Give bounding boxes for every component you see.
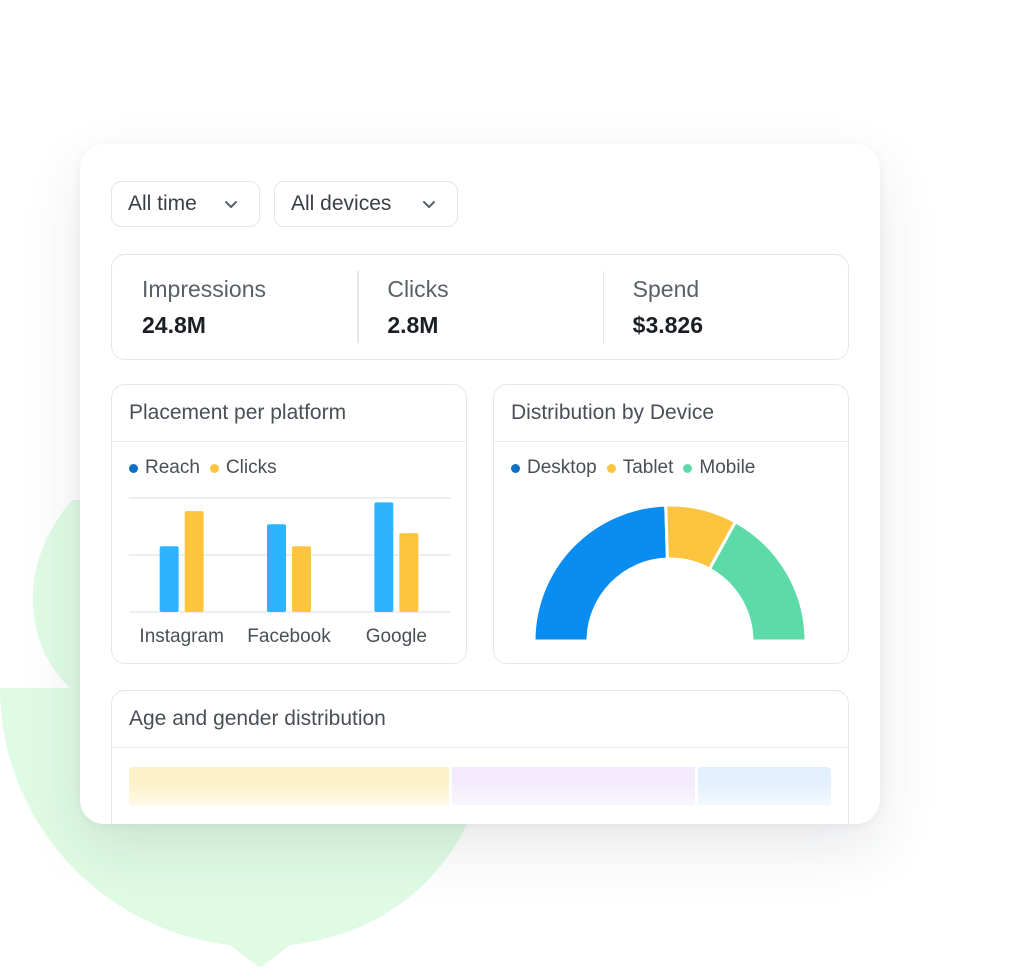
chevron-down-icon — [225, 201, 237, 208]
kpi-value: $3.826 — [632, 312, 704, 338]
legend-label: Desktop — [527, 457, 597, 478]
panel-title: Distribution by Device — [494, 385, 848, 442]
bar-clicks-google — [399, 533, 419, 612]
kpi-summary: Impressions 24.8M Clicks 2.8M Spend $3.8… — [111, 254, 849, 360]
legend-item-clicks: Clicks — [209, 457, 277, 479]
chevron-down-icon — [423, 201, 435, 208]
legend-label: Tablet — [622, 457, 674, 478]
x-tick-label: Facebook — [247, 626, 331, 647]
bar-reach-google — [374, 502, 394, 612]
kpi-spend: Spend $3.826 — [602, 255, 848, 359]
placement-bar-chart: Instagram Facebook Google — [129, 497, 451, 647]
panel-title: Placement per platform — [112, 385, 466, 442]
kpi-value: 2.8M — [387, 312, 439, 338]
donut-legend: Desktop Tablet Mobile — [511, 457, 765, 479]
legend-item-reach: Reach — [129, 457, 200, 479]
legend-dot — [209, 463, 219, 473]
devices-value: All devices — [291, 192, 392, 215]
bar-clicks-facebook — [292, 546, 311, 612]
legend-item-mobile: Mobile — [683, 457, 755, 479]
kpi-value: 24.8M — [142, 312, 206, 338]
fade-overlay — [112, 781, 848, 821]
dashboard-card: All time All devices Impressions 24.8M C… — [80, 144, 880, 824]
bar-reach-instagram — [159, 546, 179, 612]
legend-dot — [683, 463, 693, 473]
x-tick-label: Instagram — [139, 626, 223, 647]
legend-dot — [511, 463, 520, 473]
kpi-clicks: Clicks 2.8M — [357, 255, 602, 359]
bar-reach-facebook — [267, 524, 286, 612]
device-panel: Distribution by Device Desktop Tablet Mo… — [493, 384, 849, 664]
time-range-value: All time — [128, 192, 197, 215]
placement-panel: Placement per platform Reach Clicks Inst… — [111, 384, 467, 664]
legend-item-desktop: Desktop — [511, 457, 597, 479]
panel-title: Age and gender distribution — [112, 691, 848, 748]
legend-label: Clicks — [225, 457, 277, 478]
kpi-label: Spend — [632, 276, 700, 302]
kpi-label: Clicks — [387, 276, 449, 302]
legend-label: Mobile — [699, 457, 756, 478]
legend-label: Reach — [145, 457, 200, 478]
slice-desktop — [532, 503, 669, 643]
legend-dot — [129, 463, 138, 473]
device-semi-donut-chart — [532, 503, 808, 643]
legend-item-tablet: Tablet — [606, 457, 674, 479]
slice-mobile — [708, 520, 808, 643]
kpi-impressions: Impressions 24.8M — [112, 255, 357, 359]
kpi-label: Impressions — [142, 276, 266, 302]
devices-dropdown[interactable]: All devices — [274, 181, 458, 227]
x-tick-label: Google — [366, 626, 427, 647]
legend-dot — [606, 463, 616, 473]
age-gender-panel: Age and gender distribution — [111, 690, 849, 824]
bar-clicks-instagram — [184, 511, 204, 612]
time-range-dropdown[interactable]: All time — [111, 181, 260, 227]
bar-legend: Reach Clicks — [129, 457, 287, 479]
